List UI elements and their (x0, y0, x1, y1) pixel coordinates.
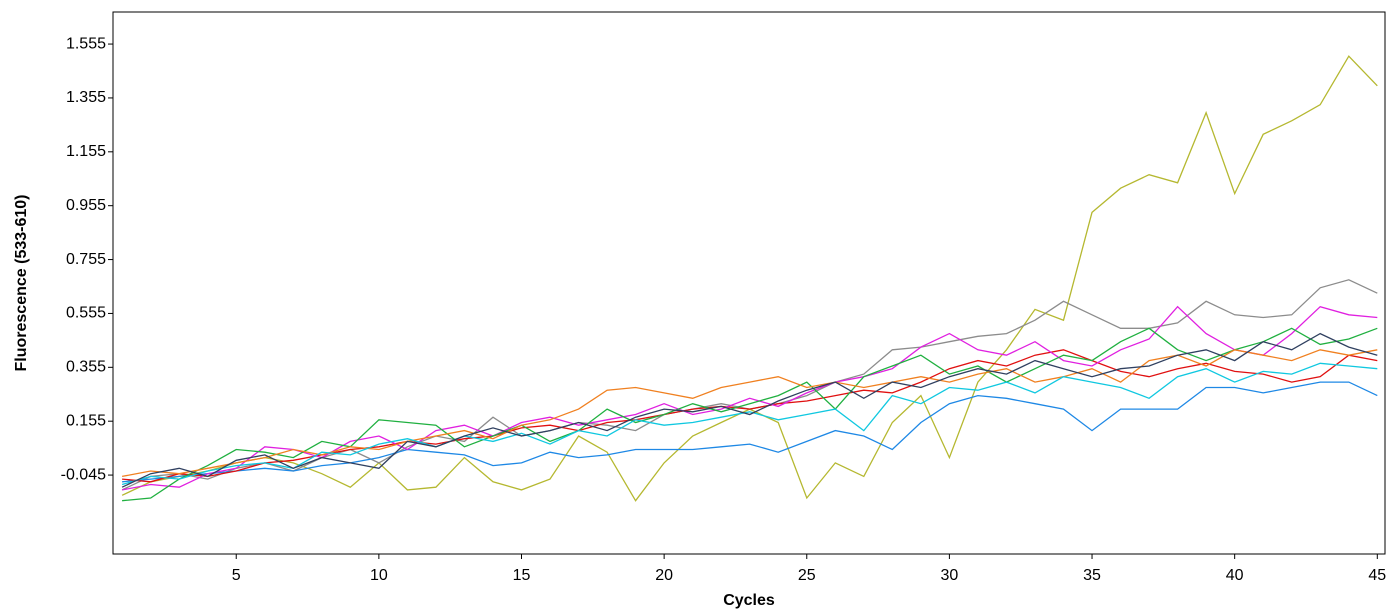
y-tick-label: 1.355 (66, 89, 106, 106)
x-tick-label: 20 (655, 567, 673, 584)
series-line (121, 332, 1378, 488)
series-line (122, 381, 1378, 483)
y-tick-label: 1.555 (66, 35, 106, 52)
y-tick-label: 0.555 (66, 305, 106, 322)
y-tick-label: 0.355 (66, 359, 106, 376)
x-axis-label: Cycles (723, 592, 775, 609)
y-tick-label: 0.755 (66, 251, 106, 268)
x-tick-label: 40 (1226, 567, 1244, 584)
x-tick-label: 15 (513, 567, 531, 584)
series-line (121, 362, 1378, 486)
x-tick-label: 30 (941, 567, 959, 584)
x-tick-label: 25 (798, 567, 816, 584)
y-tick-label: 1.155 (66, 143, 106, 160)
x-tick-label: 5 (232, 567, 241, 584)
plot-frame (112, 11, 1386, 555)
x-tick-label: 10 (370, 567, 388, 584)
y-axis-label: Fluorescence (533-610) (13, 195, 30, 372)
series-line (122, 327, 1378, 502)
y-tick-label: 0.955 (66, 197, 106, 214)
series-line (121, 349, 1378, 478)
x-tick-label: 45 (1368, 567, 1386, 584)
y-tick-label: -0.045 (61, 466, 106, 483)
x-tick-label: 35 (1083, 567, 1101, 584)
y-tick-label: 0.155 (66, 412, 106, 429)
